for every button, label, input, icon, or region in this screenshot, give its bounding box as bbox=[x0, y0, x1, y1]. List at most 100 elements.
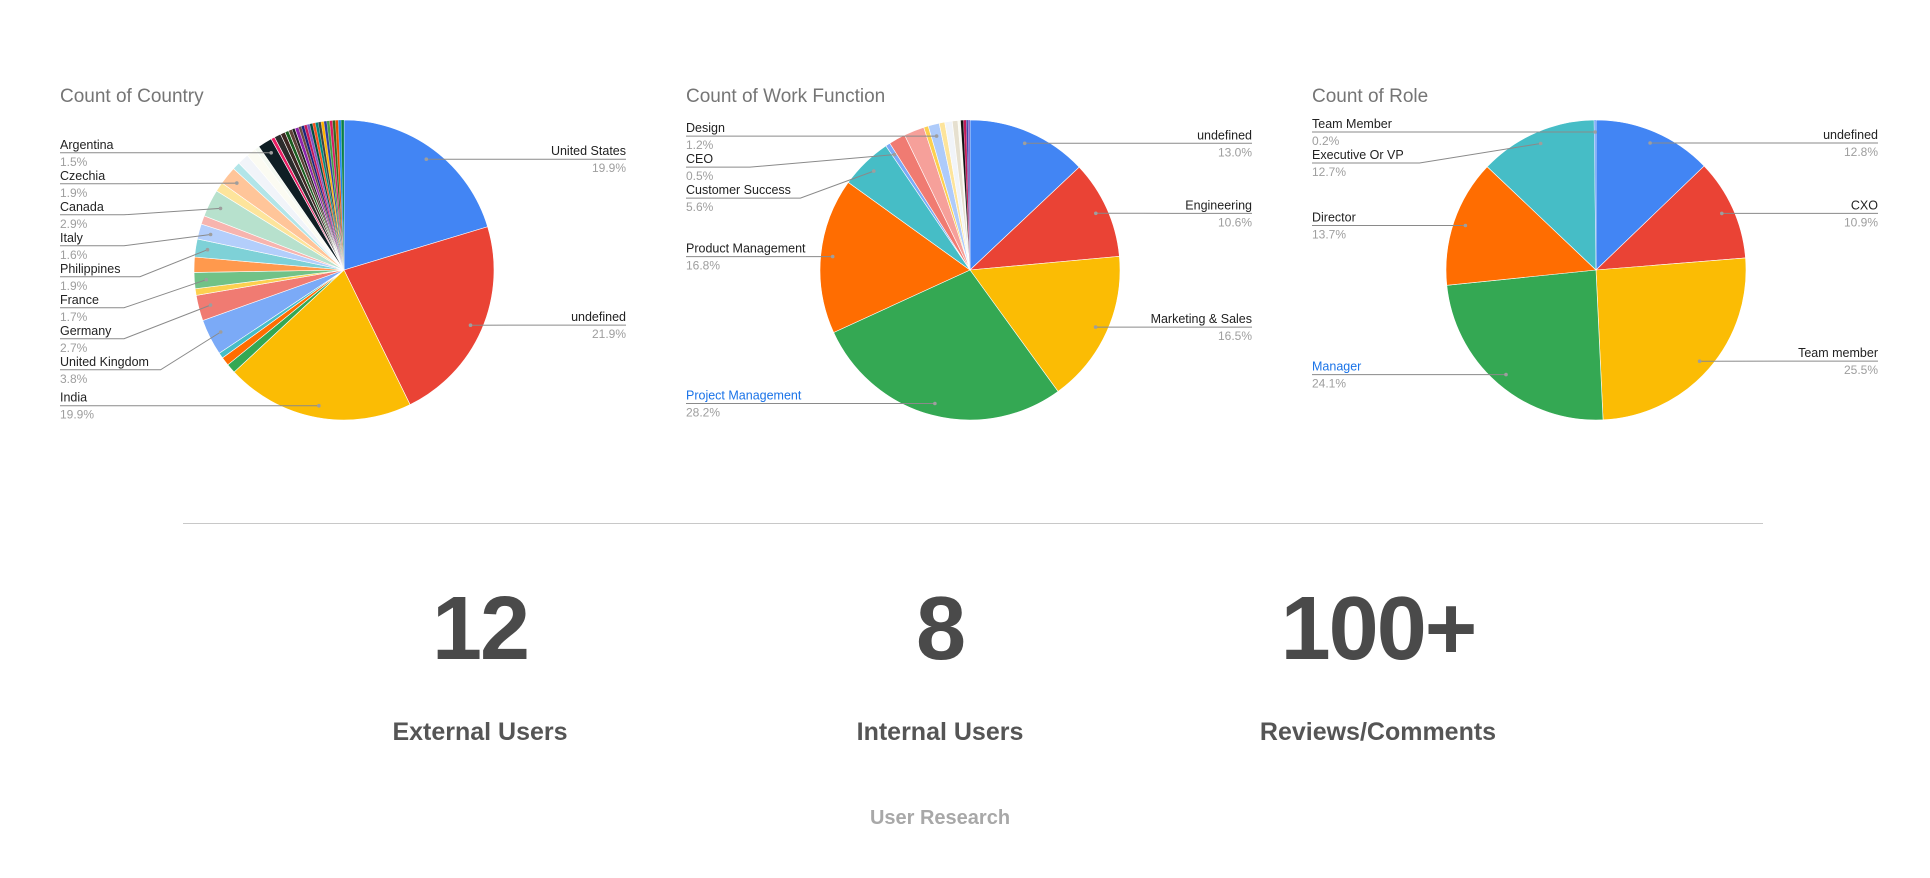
leader-dot bbox=[424, 157, 429, 161]
slice-percent: 2.9% bbox=[60, 217, 88, 231]
slice-percent: 12.8% bbox=[1844, 145, 1878, 159]
leader-dot bbox=[468, 323, 473, 327]
work-function-pie-svg: Design 1.2%CEO 0.5%Customer Success 5.6% Pro… bbox=[686, 119, 1252, 421]
slice-percent: 10.6% bbox=[1218, 215, 1252, 229]
slice-label-team-member: Team member 25.5% bbox=[1697, 346, 1878, 377]
slice-name: Czechia bbox=[60, 169, 105, 183]
slice-label-director: Director 13.7% bbox=[1312, 210, 1468, 241]
slice-label-executive-or-vp: Executive Or VP 12.7% bbox=[1312, 141, 1543, 179]
slice-percent: 1.2% bbox=[686, 138, 714, 152]
footer-caption: User Research bbox=[869, 807, 1011, 829]
slice-label-marketing-sales: Marketing & Sales 16.5% bbox=[1093, 312, 1252, 343]
stat-label: External Users bbox=[392, 718, 568, 746]
leader-dot bbox=[218, 206, 223, 211]
slice-name: Canada bbox=[60, 200, 104, 214]
slice-name: United States bbox=[551, 144, 626, 158]
slice-name: Product Management bbox=[686, 242, 806, 256]
slice-label-india: India 19.9% bbox=[60, 391, 321, 422]
leader-dot bbox=[1094, 211, 1098, 216]
slice-label-undefined: undefined 12.8% bbox=[1648, 128, 1878, 159]
slice-name: Argentina bbox=[60, 138, 114, 152]
slice-label-argentina: Argentina 1.5% bbox=[60, 138, 273, 169]
pie-slice-undefined bbox=[969, 119, 1080, 271]
leader-dot bbox=[1720, 211, 1724, 216]
slice-name: Germany bbox=[60, 324, 112, 338]
section-divider bbox=[183, 523, 1763, 524]
pie-slice-team-member bbox=[1595, 257, 1747, 421]
slice-name: Engineering bbox=[1185, 198, 1252, 212]
leader-line bbox=[686, 170, 874, 199]
pie-slice-project-management bbox=[833, 269, 1059, 421]
pie-slice-director bbox=[1445, 166, 1597, 286]
slice-name: United Kingdom bbox=[60, 355, 149, 369]
slice-name: Marketing & Sales bbox=[1151, 312, 1252, 326]
slice-name: Team Member bbox=[1312, 117, 1392, 131]
slice-label-ceo: CEO 0.5% bbox=[686, 152, 897, 183]
pie-slice-engineering bbox=[969, 166, 1120, 271]
pie-slice-united-states bbox=[343, 119, 489, 271]
slice-label-undefined: undefined 13.0% bbox=[1022, 128, 1252, 159]
pie-slice-executive-or-vp bbox=[1486, 119, 1597, 271]
stat-label: Internal Users bbox=[856, 718, 1024, 746]
chart-title: Count of Role bbox=[1312, 86, 1429, 107]
leader-dot bbox=[933, 401, 937, 406]
slice-label-product-management: Product Management 16.8% bbox=[686, 242, 835, 273]
slice-name: Project Management bbox=[686, 388, 802, 402]
leader-dot bbox=[235, 181, 239, 185]
slice-percent: 5.6% bbox=[686, 200, 714, 214]
slice-percent: 3.8% bbox=[60, 372, 88, 386]
leader-dot bbox=[204, 277, 209, 282]
stat-value: 12 bbox=[431, 579, 530, 679]
stat-external-users: 12 External Users bbox=[270, 584, 690, 747]
leader-dot bbox=[872, 169, 876, 173]
slice-name: India bbox=[60, 391, 87, 405]
slice-percent: 16.8% bbox=[686, 259, 720, 273]
slice-label-customer-success: Customer Success 5.6% bbox=[686, 169, 876, 214]
slice-percent: 19.9% bbox=[592, 161, 626, 175]
chart-title: Count of Work Function bbox=[686, 86, 886, 107]
leader-dot bbox=[218, 330, 223, 334]
leader-line bbox=[60, 207, 221, 216]
leader-dot bbox=[317, 403, 321, 408]
slice-label-engineering: Engineering 10.6% bbox=[1094, 198, 1252, 229]
slice-label-united-states: United States 19.9% bbox=[424, 144, 626, 175]
slice-label-team-member: Team Member 0.2% bbox=[1312, 117, 1597, 148]
slice-label-united-kingdom: United Kingdom 3.8% bbox=[60, 330, 223, 386]
slice-percent: 24.1% bbox=[1312, 377, 1346, 391]
leader-line bbox=[686, 154, 895, 168]
pie-slice-undefined bbox=[1595, 119, 1705, 271]
leader-line bbox=[60, 234, 211, 247]
slice-name: undefined bbox=[1823, 128, 1878, 142]
slice-label-czechia: Czechia 1.9% bbox=[60, 169, 239, 200]
stat-value: 100+ bbox=[1280, 579, 1478, 679]
stat-value: 8 bbox=[915, 579, 966, 679]
leader-dot bbox=[208, 232, 213, 237]
pie-slice-44 bbox=[341, 119, 345, 271]
leader-dot bbox=[208, 303, 213, 307]
slice-percent: 12.7% bbox=[1312, 165, 1346, 179]
chart-title: Count of Country bbox=[60, 86, 204, 107]
slice-name: Design bbox=[686, 121, 725, 135]
slice-name: Italy bbox=[60, 231, 84, 245]
slice-label-canada: Canada 2.9% bbox=[60, 200, 223, 231]
slice-name: Customer Success bbox=[686, 183, 791, 197]
leader-dot bbox=[1593, 130, 1597, 134]
leader-dot bbox=[1093, 325, 1098, 329]
pie-slice-product-management bbox=[819, 181, 971, 333]
pie-slice-team-member bbox=[1594, 119, 1597, 271]
leader-line bbox=[1312, 143, 1541, 164]
slice-name: Philippines bbox=[60, 262, 120, 276]
leader-dot bbox=[1697, 359, 1702, 364]
pie-slice-cxo bbox=[1595, 165, 1746, 271]
slice-name: Executive Or VP bbox=[1312, 148, 1404, 162]
slice-name: Director bbox=[1312, 210, 1356, 224]
slice-name: CEO bbox=[686, 152, 713, 166]
slice-percent: 13.0% bbox=[1218, 145, 1252, 159]
stat-label: Reviews/Comments bbox=[1259, 718, 1497, 746]
slice-label-manager: Manager 24.1% bbox=[1312, 360, 1508, 391]
slice-percent: 19.9% bbox=[60, 408, 94, 422]
slice-percent: 10.9% bbox=[1844, 215, 1878, 229]
slice-percent: 21.9% bbox=[592, 327, 626, 341]
pie-slice-18 bbox=[968, 119, 971, 271]
slice-name: France bbox=[60, 293, 99, 307]
